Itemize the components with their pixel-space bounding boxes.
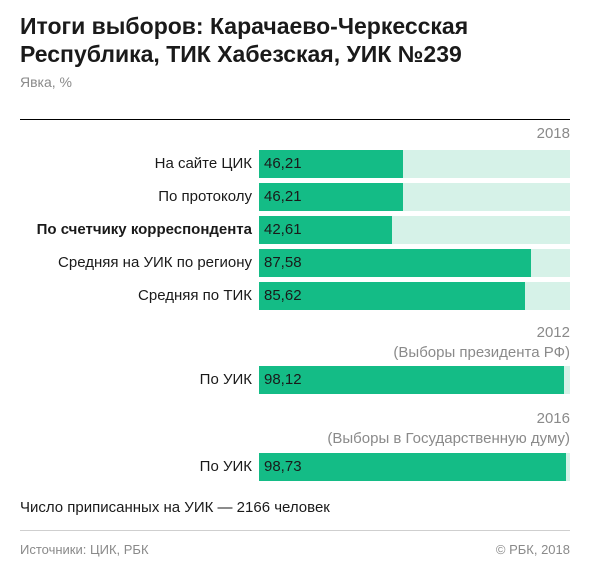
bar bbox=[259, 453, 566, 481]
bar-track: 98,12 bbox=[259, 366, 570, 394]
chart-title: Итоги выборов: Карачаево-Черкесская Респ… bbox=[20, 13, 469, 67]
bar-value-label: 85,62 bbox=[264, 287, 302, 304]
category-label: По УИК bbox=[199, 458, 252, 475]
section-label-2012: 2012 bbox=[536, 324, 570, 341]
section-label-2018: 2018 bbox=[536, 125, 570, 142]
bar bbox=[259, 366, 564, 394]
bar bbox=[259, 282, 525, 310]
bar-value-label: 98,12 bbox=[264, 371, 302, 388]
bar-track: 87,58 bbox=[259, 249, 570, 277]
bar bbox=[259, 216, 392, 244]
bar bbox=[259, 183, 403, 211]
bar-value-label: 87,58 bbox=[264, 254, 302, 271]
copyright-text: © РБК, 2018 bbox=[495, 542, 570, 557]
footer-rule bbox=[20, 530, 570, 531]
bar-track: 85,62 bbox=[259, 282, 570, 310]
category-label: На сайте ЦИК bbox=[154, 155, 252, 172]
bar-value-label: 46,21 bbox=[264, 155, 302, 172]
section-sublabel-2016: (Выборы в Государственную думу) bbox=[327, 430, 570, 447]
category-label: По УИК bbox=[199, 371, 252, 388]
category-label: Средняя на УИК по региону bbox=[58, 254, 252, 271]
category-label: Средняя по ТИК bbox=[138, 287, 252, 304]
chart-subtitle: Явка, % bbox=[20, 74, 72, 90]
bar-value-label: 46,21 bbox=[264, 188, 302, 205]
top-rule bbox=[20, 119, 570, 120]
bar-value-label: 42,61 bbox=[264, 221, 302, 238]
bar-track: 42,61 bbox=[259, 216, 570, 244]
note: Число приписанных на УИК — 2166 человек bbox=[20, 499, 330, 516]
source-text: Источники: ЦИК, РБК bbox=[20, 542, 149, 557]
bar bbox=[259, 249, 531, 277]
section-label-2016: 2016 bbox=[536, 410, 570, 427]
category-label: По счетчику корреспондента bbox=[36, 221, 252, 238]
bar-value-label: 98,73 bbox=[264, 458, 302, 475]
bar-track: 98,73 bbox=[259, 453, 570, 481]
category-label: По протоколу bbox=[158, 188, 252, 205]
bar-track: 46,21 bbox=[259, 150, 570, 178]
bar bbox=[259, 150, 403, 178]
bar-track: 46,21 bbox=[259, 183, 570, 211]
section-sublabel-2012: (Выборы президента РФ) bbox=[393, 344, 570, 361]
